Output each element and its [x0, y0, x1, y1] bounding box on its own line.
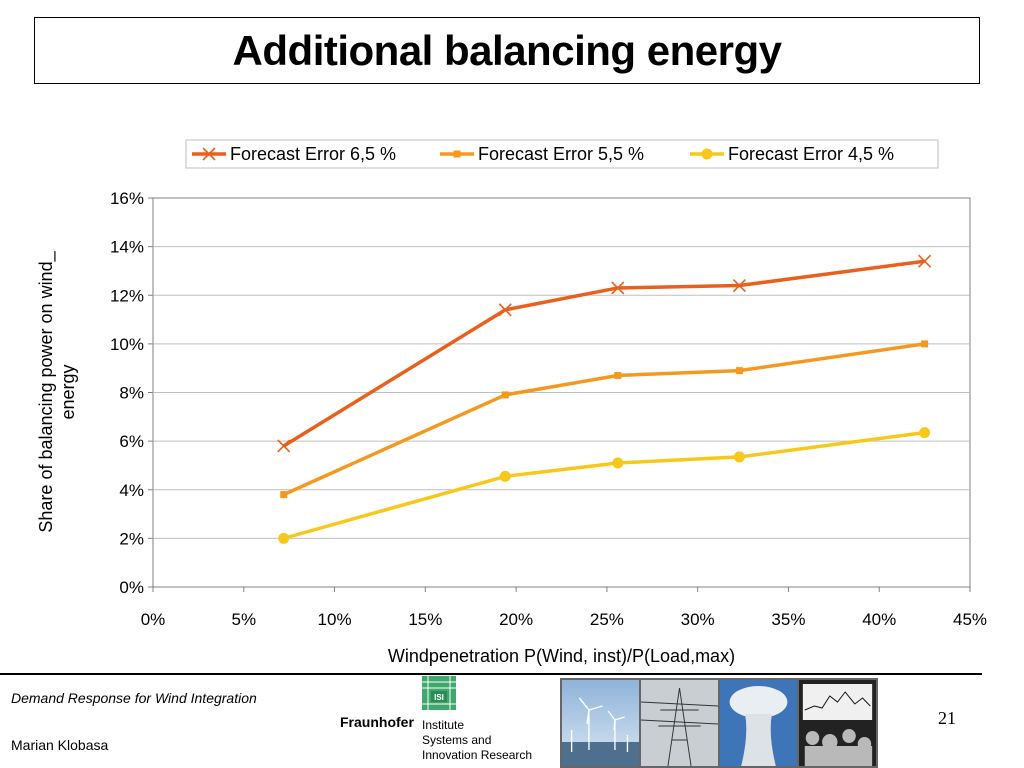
x-tick-label: 40% — [862, 610, 896, 629]
wind-turbines-photo — [562, 680, 639, 766]
y-tick-label: 0% — [119, 578, 144, 597]
series-3-point — [919, 427, 931, 439]
x-tick-label: 45% — [953, 610, 987, 629]
series-3-point — [278, 532, 290, 544]
legend-swatch-marker — [453, 150, 461, 158]
x-tick-label: 0% — [141, 610, 166, 629]
y-axis-label: Share of balancing power on wind_ energy — [36, 250, 78, 532]
series-1-point — [918, 254, 932, 268]
x-tick-label: 35% — [771, 610, 805, 629]
y-tick-label: 8% — [119, 384, 144, 403]
photo-strip — [560, 678, 878, 768]
line-chart: 0% 2% 4% 6% 8% 10% 12% 14% 16% 0% 5% 10% 15% 20% 25% 30… — [36, 139, 987, 666]
footer-divider — [0, 673, 982, 675]
power-pylon-photo — [641, 680, 718, 766]
series-3-point — [612, 457, 624, 469]
x-tick-label: 25% — [590, 610, 624, 629]
x-tick-label: 10% — [318, 610, 352, 629]
series-3-point — [499, 470, 511, 482]
y-axis-label-line: energy — [58, 364, 78, 419]
x-axis-label: Windpenetration P(Wind, inst)/P(Load,max… — [388, 646, 735, 666]
y-tick-label: 14% — [110, 238, 144, 257]
x-tick-label: 20% — [499, 610, 533, 629]
svg-text:ISI: ISI — [434, 693, 444, 702]
footer-presentation-title: Demand Response for Wind Integration — [11, 690, 257, 706]
footer-author: Marian Klobasa — [11, 737, 109, 753]
legend-label: Forecast Error 4,5 % — [728, 144, 894, 164]
fraunhofer-isi-logo: ISI Fraunhofer Institute Systems and Inn… — [340, 676, 540, 766]
slide-title: Additional balancing energy — [232, 26, 782, 74]
series-1-point — [498, 303, 512, 317]
series-2-point — [501, 391, 509, 399]
y-tick-label: 2% — [119, 529, 144, 548]
slide-title-box: Additional balancing energy — [34, 17, 980, 84]
y-tick-label: 6% — [119, 432, 144, 451]
y-tick-label: 4% — [119, 481, 144, 500]
logo-institute-name: Institute Systems and Innovation Researc… — [422, 718, 540, 763]
page-number: 21 — [938, 708, 956, 728]
y-tick-label: 16% — [110, 189, 144, 208]
y-tick-label: 12% — [110, 286, 144, 305]
logo-institute-line: Systems and — [422, 733, 492, 747]
y-axis-label-line: Share of balancing power on wind_ — [36, 250, 57, 532]
legend-label: Forecast Error 6,5 % — [230, 144, 396, 164]
series-1-point — [732, 278, 746, 293]
series-2-point — [921, 340, 929, 348]
series-1-point — [611, 281, 625, 295]
logo-institute-line: Innovation Research — [422, 748, 533, 762]
series-3-point — [733, 451, 745, 463]
stock-chart-and-people-photo — [799, 680, 876, 766]
legend-box — [185, 139, 939, 169]
y-tick-label: 10% — [110, 335, 144, 354]
logo-brand: Fraunhofer — [340, 714, 414, 730]
legend-label: Forecast Error 5,5 % — [478, 144, 644, 164]
cooling-tower-photo — [720, 680, 797, 766]
x-tick-label: 15% — [408, 610, 442, 629]
legend: Forecast Error 6,5 % Forecast Error 5,5 %… — [185, 139, 939, 169]
series-2-point — [735, 367, 743, 375]
series-1-point — [277, 439, 291, 453]
series-2-point — [280, 491, 288, 499]
x-tick-label: 5% — [231, 610, 256, 629]
logo-institute-line: Institute — [422, 718, 465, 732]
x-tick-label: 30% — [681, 610, 715, 629]
legend-swatch-marker — [202, 147, 216, 161]
series-2-point — [614, 371, 622, 379]
fraunhofer-logo-icon: ISI — [422, 676, 456, 710]
legend-swatch-marker — [701, 148, 713, 160]
